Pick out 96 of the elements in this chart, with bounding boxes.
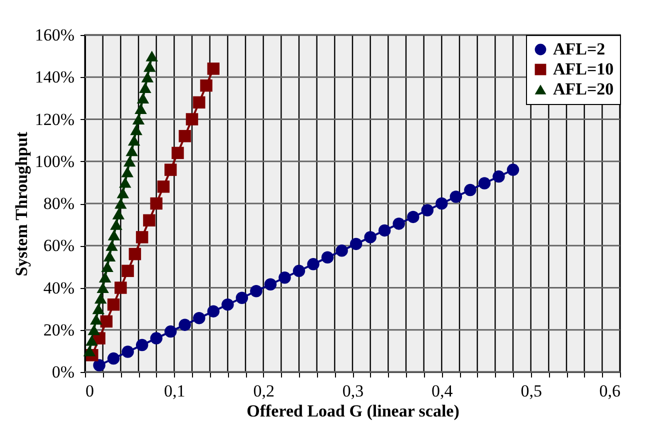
point [130,124,142,136]
point [336,244,348,257]
y-axis-title: System Throughput [12,131,31,276]
point [250,285,262,298]
point [106,240,118,251]
point [139,82,152,93]
point [236,292,248,304]
y-tick-label: 0% [52,362,74,382]
point [144,61,156,72]
legend-label: AFL=2 [553,40,606,58]
point [164,325,177,338]
point [436,197,448,210]
point [90,314,102,325]
point [172,146,184,160]
point [107,352,120,365]
legend-label: AFL=20 [553,80,614,98]
point [101,261,114,272]
point [122,264,134,278]
point [178,130,191,142]
y-tick-label: 140% [34,68,74,87]
point [421,204,434,216]
x-tick-label: 0,1 [164,382,186,400]
y-tick-label: 160% [34,26,74,44]
point [136,338,148,352]
point [164,164,177,176]
point [100,315,113,328]
point [278,272,291,284]
point [141,72,154,82]
point [392,218,405,230]
y-tick-label: 40% [43,278,74,298]
x-axis-title: Offered Load G (linear scale) [246,402,460,420]
point [207,305,220,318]
x-tick-label: 0,3 [342,382,364,400]
point [123,156,136,167]
y-tick-label: 120% [34,110,74,129]
point [86,335,98,346]
point [107,298,120,311]
point [321,251,334,264]
point [207,62,220,75]
point [478,177,491,190]
point [378,224,391,237]
y-tick-label: 80% [43,194,74,213]
x-tick-label: 0,4 [432,382,454,400]
x-tick-label: 0,5 [520,382,542,400]
x-tick-label: 0,2 [253,382,274,400]
point [103,250,116,262]
point [112,208,125,220]
point [364,231,376,244]
point [126,146,138,156]
point [146,50,158,62]
point [450,190,462,203]
point [108,230,120,240]
x-tick-label: 0,6 [599,382,620,400]
y-tick-label: 20% [43,320,74,340]
point [186,113,198,126]
point [92,304,104,314]
point [143,214,156,226]
point [222,298,234,311]
point [292,264,306,278]
point [83,346,96,356]
point [98,272,112,283]
point [178,318,191,331]
y-tick-label: 100% [34,152,74,171]
point [136,92,150,104]
point [200,79,212,92]
point [506,164,520,176]
point [88,324,100,336]
point [114,282,127,294]
point [122,346,134,358]
point [492,170,505,183]
point [264,278,277,290]
point [157,180,170,193]
point [307,258,320,270]
point [193,96,206,109]
point [121,166,134,178]
point [134,103,147,114]
point [96,282,109,294]
point [93,359,106,372]
point [193,312,206,324]
y-tick-label: 60% [43,236,74,256]
point [128,135,140,146]
point [128,248,142,260]
point [132,114,145,125]
point [150,197,162,210]
point [94,292,107,304]
point [150,332,162,344]
point [407,210,420,224]
point [116,188,130,198]
point [136,231,148,244]
point [110,219,122,230]
point [350,238,362,250]
legend-label: AFL=10 [553,60,614,78]
point [464,184,476,196]
point [114,198,127,209]
x-tick-label: 0 [86,382,94,400]
point [119,177,132,188]
